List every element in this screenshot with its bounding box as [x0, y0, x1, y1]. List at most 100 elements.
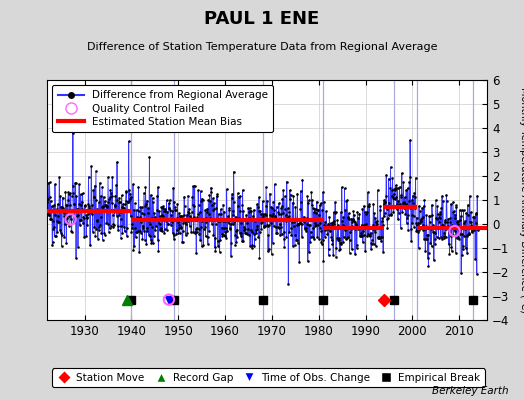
Point — [267, 204, 275, 210]
Point — [358, 206, 367, 212]
Point — [381, 198, 390, 205]
Point — [193, 214, 202, 220]
Point — [346, 236, 354, 243]
Point — [133, 228, 141, 235]
Point — [450, 228, 458, 234]
Point — [222, 235, 231, 242]
Point — [238, 238, 246, 244]
Point — [396, 203, 405, 209]
Point — [459, 245, 467, 252]
Point — [456, 217, 464, 223]
Point — [353, 245, 361, 252]
Point — [79, 214, 88, 220]
Point — [360, 202, 368, 209]
Point — [299, 216, 308, 223]
Point — [132, 228, 140, 235]
Point — [86, 206, 95, 213]
Point — [183, 229, 191, 236]
Point — [271, 213, 280, 219]
Point — [196, 188, 205, 194]
Point — [418, 204, 427, 211]
Point — [273, 215, 281, 222]
Point — [362, 221, 370, 227]
Point — [233, 233, 242, 240]
Point — [127, 229, 136, 236]
Point — [259, 223, 268, 229]
Point — [151, 214, 159, 220]
Point — [410, 224, 418, 230]
Point — [467, 221, 475, 228]
Point — [81, 208, 90, 214]
Point — [146, 221, 155, 228]
Point — [164, 220, 172, 227]
Point — [177, 224, 185, 231]
Point — [44, 180, 52, 186]
Point — [431, 241, 439, 247]
Point — [157, 204, 166, 210]
Point — [453, 235, 461, 241]
Point — [365, 232, 373, 238]
Point — [298, 176, 307, 183]
Point — [410, 190, 419, 196]
Point — [388, 187, 396, 194]
Point — [469, 214, 477, 220]
Point — [246, 242, 254, 249]
Point — [59, 194, 67, 201]
Point — [378, 215, 387, 222]
Point — [342, 198, 351, 204]
Point — [403, 214, 411, 221]
Point — [386, 164, 395, 170]
Point — [65, 223, 73, 229]
Point — [142, 241, 150, 247]
Point — [77, 191, 85, 198]
Point — [193, 211, 202, 218]
Point — [227, 252, 235, 259]
Point — [163, 209, 171, 215]
Point — [398, 200, 407, 206]
Point — [472, 211, 480, 217]
Point — [99, 204, 107, 211]
Point — [418, 222, 427, 228]
Point — [408, 220, 417, 226]
Point — [393, 201, 401, 208]
Point — [47, 216, 56, 222]
Point — [116, 209, 124, 215]
Point — [444, 241, 453, 248]
Point — [70, 219, 78, 226]
Point — [279, 187, 288, 194]
Point — [232, 213, 240, 220]
Point — [302, 228, 310, 234]
Point — [146, 237, 155, 243]
Point — [90, 194, 98, 200]
Point — [274, 224, 282, 230]
Point — [470, 214, 478, 220]
Point — [88, 208, 96, 215]
Point — [230, 168, 238, 175]
Point — [472, 220, 480, 226]
Point — [455, 226, 463, 232]
Point — [432, 234, 441, 240]
Point — [380, 213, 388, 220]
Point — [205, 192, 214, 199]
Point — [342, 236, 350, 242]
Point — [353, 242, 361, 248]
Point — [101, 202, 110, 209]
Point — [239, 227, 248, 233]
Point — [453, 218, 462, 224]
Point — [222, 225, 230, 232]
Point — [316, 200, 325, 206]
Point — [155, 220, 163, 226]
Point — [406, 137, 414, 143]
Point — [454, 221, 462, 228]
Point — [380, 197, 388, 204]
Point — [322, 226, 330, 232]
Point — [56, 208, 64, 214]
Point — [346, 229, 355, 235]
Point — [201, 207, 210, 213]
Point — [67, 211, 75, 217]
Point — [277, 210, 285, 217]
Point — [433, 216, 441, 222]
Point — [351, 251, 359, 258]
Point — [88, 202, 96, 208]
Point — [285, 209, 293, 216]
